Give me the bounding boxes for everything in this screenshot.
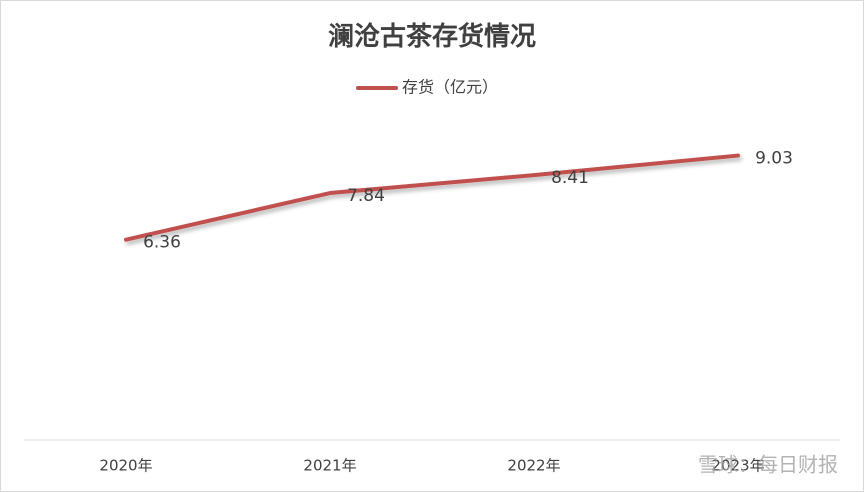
line (124, 153, 740, 242)
legend-label: 存货（亿元） (402, 78, 498, 97)
watermark: 雪球：每日财报 (698, 453, 838, 477)
x-tick-label: 2022年 (507, 457, 560, 475)
data-label: 9.03 (755, 149, 793, 169)
data-label: 8.41 (551, 168, 589, 188)
chart-title: 澜沧古茶存货情况 (328, 21, 536, 52)
plot-area: 2020年 2021年 2022年 2023年 6.36 7.84 8.41 9.03 (99, 149, 793, 475)
x-tick-label: 2023年 (711, 457, 764, 475)
data-label: 7.84 (347, 186, 385, 206)
x-tick-label: 2021年 (303, 457, 356, 475)
legend: 存货（亿元） (356, 78, 498, 97)
data-label: 6.36 (143, 233, 181, 253)
x-tick-label: 2020年 (99, 457, 152, 475)
